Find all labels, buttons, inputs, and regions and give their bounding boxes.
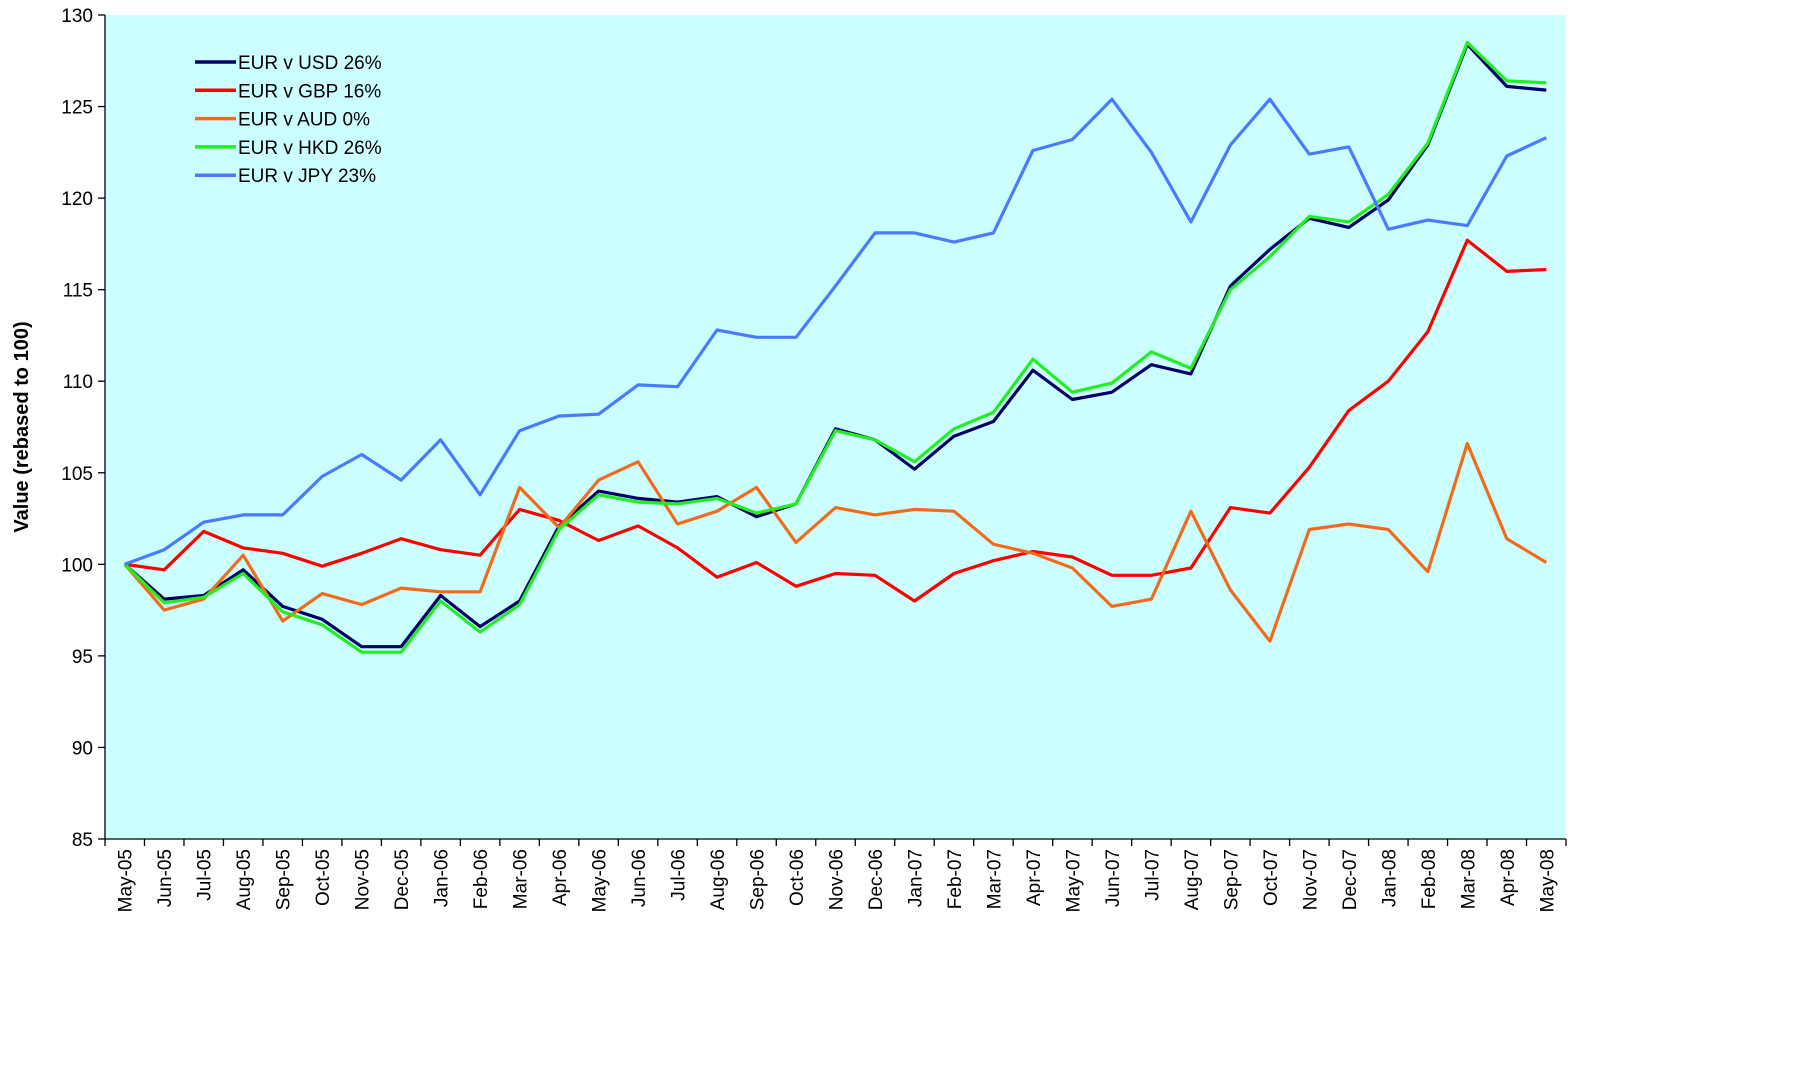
y-tick-label: 125 [61,98,93,119]
x-tick-label: Oct-06 [787,849,808,906]
x-tick-label: Apr-08 [1498,849,1519,906]
x-tick-label: Aug-05 [234,849,255,910]
y-tick-label: 90 [72,738,93,759]
x-tick-label: Jun-06 [629,849,650,907]
y-tick-label: 105 [61,464,93,485]
y-tick-label: 120 [61,189,93,210]
y-tick-label: 100 [61,555,93,576]
x-tick-label: Aug-07 [1182,849,1203,910]
x-tick-label: Jun-07 [1103,849,1124,907]
x-tick-label: Jul-07 [1142,849,1163,901]
x-tick-label: May-08 [1537,849,1558,912]
x-tick-label: May-06 [590,849,611,912]
x-tick-label: Dec-06 [866,849,887,910]
x-tick-label: Nov-07 [1300,849,1321,910]
series-line [123,441,1548,643]
x-tick-label: Jan-06 [432,849,453,907]
x-tick-label: Mar-07 [984,849,1005,909]
x-tick-label: May-05 [116,849,137,912]
legend-label: EUR v GBP 16% [238,81,381,102]
legend-label: EUR v AUD 0% [238,110,370,131]
x-tick-label: Jul-06 [669,849,690,901]
legend-label: EUR v HKD 26% [238,138,382,159]
x-tick-label: Apr-06 [550,849,571,906]
x-tick-label: Oct-05 [313,849,334,906]
x-tick-label: Mar-08 [1458,849,1479,909]
x-tick-label: Jan-07 [905,849,926,907]
series-line [124,238,1547,603]
x-tick-label: Nov-05 [353,849,374,910]
x-tick-label: Jan-08 [1379,849,1400,907]
y-tick-label: 130 [61,6,93,27]
x-tick-label: Aug-06 [708,849,729,910]
legend-label: EUR v JPY 23% [238,166,376,187]
x-tick-label: Apr-07 [1024,849,1045,906]
x-tick-label: Dec-07 [1340,849,1361,910]
x-tick-label: Sep-05 [274,849,295,910]
x-tick-label: Mar-06 [511,849,532,909]
y-axis-label: Value (rebased to 100) [11,321,33,532]
x-tick-label: Feb-07 [945,849,966,909]
y-tick-label: 110 [63,372,93,393]
legend-label: EUR v USD 26% [238,53,382,74]
x-tick-label: Sep-06 [748,849,769,910]
y-tick-label: 95 [72,647,93,668]
y-tick-label: 85 [72,830,93,851]
series-line [124,97,1547,566]
y-tick-label: 115 [63,281,93,302]
x-tick-label: Jul-05 [195,849,216,901]
x-tick-label: Nov-06 [827,849,848,910]
x-tick-label: Feb-08 [1419,849,1440,909]
x-tick-label: Sep-07 [1221,849,1242,910]
x-tick-label: Oct-07 [1261,849,1282,906]
series-line [123,40,1547,654]
x-tick-label: Dec-05 [392,849,413,910]
x-tick-label: May-07 [1063,849,1084,912]
x-tick-label: Jun-05 [155,849,176,907]
x-tick-label: Feb-06 [471,849,492,909]
